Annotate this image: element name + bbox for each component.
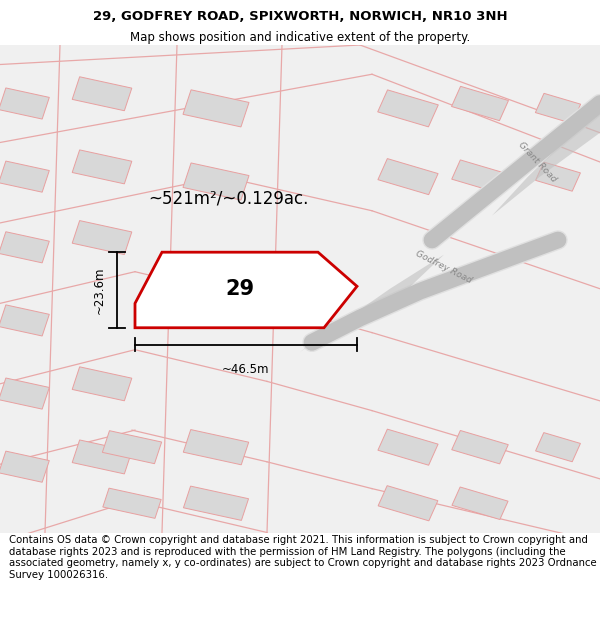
Polygon shape xyxy=(183,429,249,465)
Polygon shape xyxy=(135,252,357,328)
Polygon shape xyxy=(535,93,581,123)
Text: 29, GODFREY ROAD, SPIXWORTH, NORWICH, NR10 3NH: 29, GODFREY ROAD, SPIXWORTH, NORWICH, NR… xyxy=(92,10,508,23)
Polygon shape xyxy=(72,150,132,184)
Polygon shape xyxy=(184,486,248,521)
Polygon shape xyxy=(536,432,580,462)
Polygon shape xyxy=(0,88,49,119)
Polygon shape xyxy=(0,378,49,409)
Polygon shape xyxy=(378,90,438,127)
Text: Contains OS data © Crown copyright and database right 2021. This information is : Contains OS data © Crown copyright and d… xyxy=(9,535,596,580)
Text: 29: 29 xyxy=(226,279,254,299)
Text: Grant Road: Grant Road xyxy=(516,140,558,184)
Text: Map shows position and indicative extent of the property.: Map shows position and indicative extent… xyxy=(130,31,470,44)
Polygon shape xyxy=(0,232,49,263)
Polygon shape xyxy=(72,440,132,474)
Polygon shape xyxy=(72,367,132,401)
Polygon shape xyxy=(378,429,438,465)
Polygon shape xyxy=(378,486,438,521)
Polygon shape xyxy=(0,161,49,192)
Polygon shape xyxy=(452,86,508,121)
Polygon shape xyxy=(452,160,508,193)
Text: ~46.5m: ~46.5m xyxy=(222,363,270,376)
Polygon shape xyxy=(72,221,132,254)
Text: ~23.6m: ~23.6m xyxy=(93,266,106,314)
Polygon shape xyxy=(0,305,49,336)
Polygon shape xyxy=(378,159,438,194)
Polygon shape xyxy=(183,90,249,127)
Polygon shape xyxy=(72,77,132,111)
Text: Godfrey Road: Godfrey Road xyxy=(415,249,473,285)
Polygon shape xyxy=(183,163,249,200)
Polygon shape xyxy=(0,451,49,482)
Polygon shape xyxy=(103,488,161,518)
Polygon shape xyxy=(452,431,508,464)
Polygon shape xyxy=(103,431,161,464)
Polygon shape xyxy=(452,487,508,519)
Polygon shape xyxy=(300,104,600,352)
Polygon shape xyxy=(536,162,580,191)
Text: ~521m²/~0.129ac.: ~521m²/~0.129ac. xyxy=(148,189,308,208)
